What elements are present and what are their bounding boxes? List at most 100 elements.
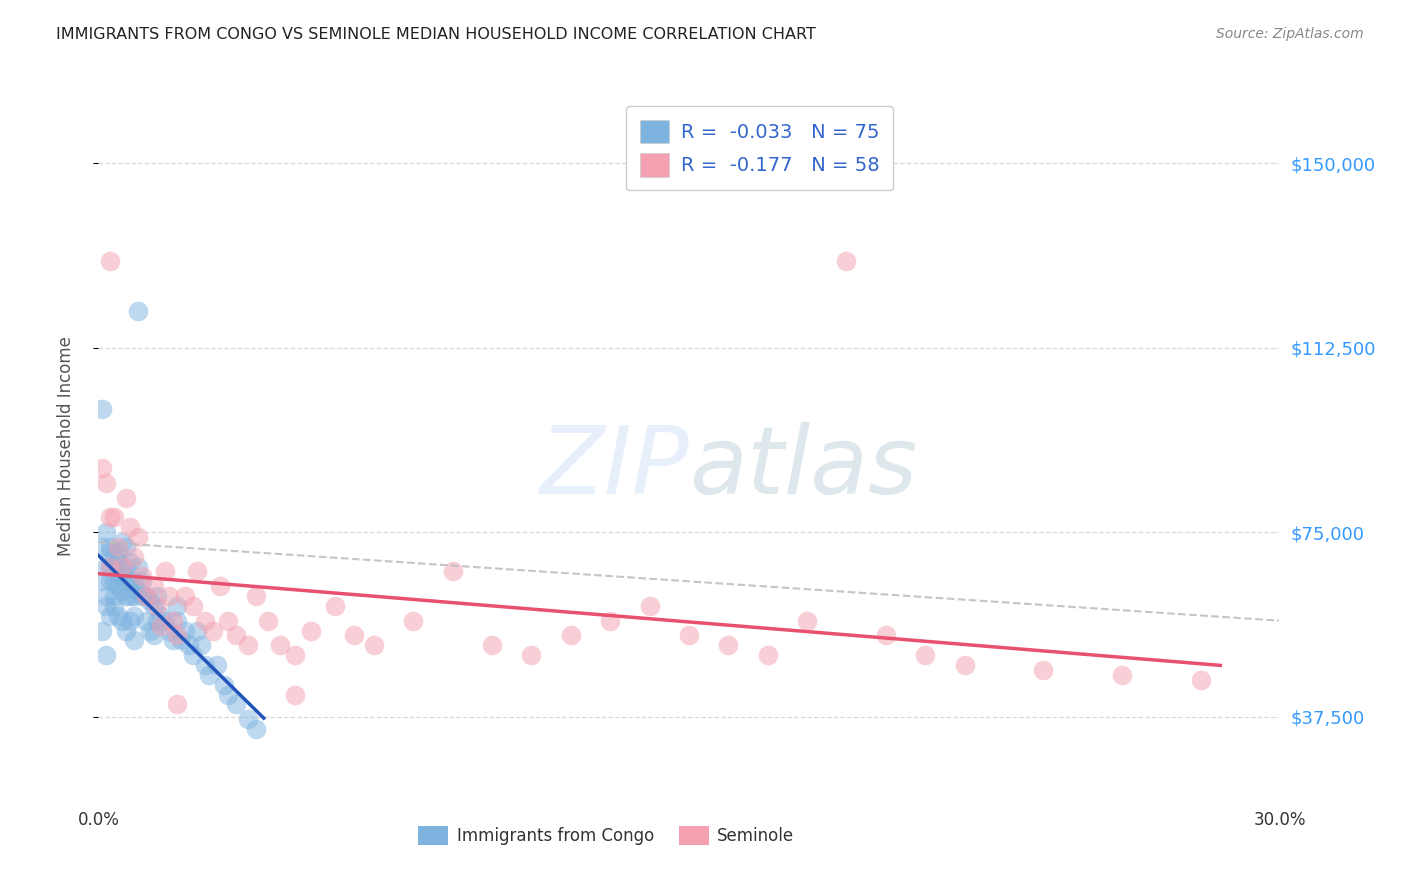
Point bbox=[162, 633, 184, 648]
Point bbox=[796, 614, 818, 628]
Point bbox=[115, 589, 138, 603]
Point bbox=[96, 599, 118, 613]
Point bbox=[118, 555, 141, 569]
Text: Source: ZipAtlas.com: Source: ZipAtlas.com bbox=[1216, 27, 1364, 41]
Point bbox=[127, 530, 149, 544]
Point bbox=[118, 520, 141, 534]
Point bbox=[103, 565, 125, 579]
Point bbox=[343, 628, 366, 642]
Y-axis label: Median Household Income: Median Household Income bbox=[56, 336, 75, 556]
Point bbox=[118, 589, 141, 603]
Point bbox=[122, 549, 145, 564]
Point bbox=[118, 574, 141, 589]
Point bbox=[214, 678, 236, 692]
Point bbox=[107, 579, 129, 593]
Point bbox=[162, 614, 184, 628]
Point bbox=[638, 599, 661, 613]
Point bbox=[127, 559, 149, 574]
Point bbox=[98, 608, 121, 623]
Point bbox=[217, 614, 239, 628]
Point bbox=[299, 624, 322, 638]
Point bbox=[96, 589, 118, 603]
Point bbox=[197, 668, 219, 682]
Point bbox=[122, 574, 145, 589]
Point bbox=[111, 569, 134, 583]
Point bbox=[225, 698, 247, 712]
Point bbox=[103, 510, 125, 524]
Point bbox=[245, 589, 267, 603]
Point bbox=[98, 559, 121, 574]
Point bbox=[177, 638, 200, 652]
Point bbox=[157, 624, 180, 638]
Point bbox=[135, 614, 157, 628]
Text: atlas: atlas bbox=[689, 422, 917, 513]
Point bbox=[441, 565, 464, 579]
Point bbox=[127, 303, 149, 318]
Point bbox=[1111, 668, 1133, 682]
Point bbox=[166, 614, 188, 628]
Point bbox=[127, 584, 149, 599]
Point bbox=[103, 589, 125, 603]
Point bbox=[142, 599, 165, 613]
Point bbox=[135, 589, 157, 603]
Point bbox=[96, 559, 118, 574]
Point bbox=[115, 624, 138, 638]
Point bbox=[146, 599, 169, 613]
Point bbox=[115, 540, 138, 554]
Point bbox=[170, 633, 193, 648]
Point bbox=[146, 614, 169, 628]
Point bbox=[138, 624, 160, 638]
Point bbox=[225, 628, 247, 642]
Point bbox=[131, 589, 153, 603]
Point bbox=[155, 565, 177, 579]
Point bbox=[107, 555, 129, 569]
Point bbox=[98, 545, 121, 559]
Point bbox=[98, 574, 121, 589]
Point bbox=[402, 614, 425, 628]
Text: IMMIGRANTS FROM CONGO VS SEMINOLE MEDIAN HOUSEHOLD INCOME CORRELATION CHART: IMMIGRANTS FROM CONGO VS SEMINOLE MEDIAN… bbox=[56, 27, 815, 42]
Point bbox=[96, 648, 118, 662]
Point bbox=[560, 628, 582, 642]
Point bbox=[142, 579, 165, 593]
Point bbox=[111, 584, 134, 599]
Point bbox=[186, 565, 208, 579]
Point bbox=[194, 614, 217, 628]
Text: ZIP: ZIP bbox=[540, 422, 689, 513]
Point bbox=[98, 559, 121, 574]
Point bbox=[157, 589, 180, 603]
Point bbox=[111, 614, 134, 628]
Point bbox=[875, 628, 897, 642]
Point bbox=[138, 594, 160, 608]
Point bbox=[194, 658, 217, 673]
Point bbox=[91, 402, 114, 417]
Point bbox=[520, 648, 543, 662]
Point bbox=[284, 648, 307, 662]
Point bbox=[107, 545, 129, 559]
Point bbox=[91, 461, 114, 475]
Point bbox=[115, 559, 138, 574]
Point bbox=[201, 624, 224, 638]
Legend: Immigrants from Congo, Seminole: Immigrants from Congo, Seminole bbox=[412, 819, 801, 852]
Point bbox=[181, 599, 204, 613]
Point bbox=[190, 638, 212, 652]
Point bbox=[155, 614, 177, 628]
Point bbox=[236, 712, 259, 726]
Point bbox=[146, 589, 169, 603]
Point bbox=[835, 254, 858, 268]
Point bbox=[98, 540, 121, 554]
Point bbox=[284, 688, 307, 702]
Point bbox=[103, 549, 125, 564]
Point bbox=[135, 589, 157, 603]
Point bbox=[122, 633, 145, 648]
Point bbox=[186, 624, 208, 638]
Point bbox=[150, 608, 173, 623]
Point bbox=[217, 688, 239, 702]
Point bbox=[107, 569, 129, 583]
Point bbox=[174, 589, 197, 603]
Point bbox=[756, 648, 779, 662]
Point bbox=[914, 648, 936, 662]
Point bbox=[174, 624, 197, 638]
Point bbox=[205, 658, 228, 673]
Point bbox=[363, 638, 385, 652]
Point bbox=[111, 535, 134, 549]
